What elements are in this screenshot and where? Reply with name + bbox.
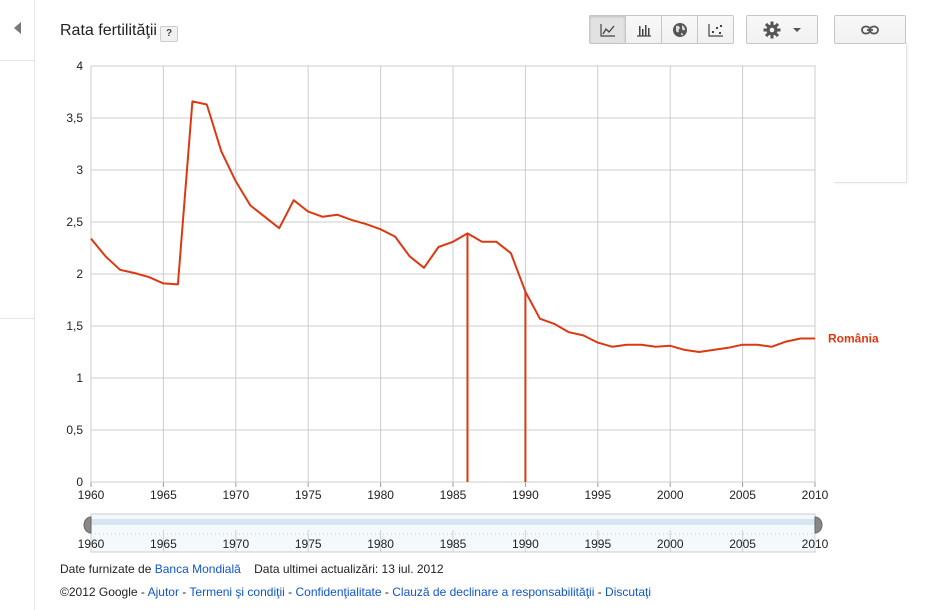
footer-links: ©2012 Google - Ajutor - Termeni şi condi… [60, 585, 651, 599]
left-rail [0, 0, 35, 610]
footer-link-help[interactable]: Ajutor [147, 585, 179, 599]
source-prefix: Date furnizate de [60, 562, 152, 576]
help-button[interactable]: ? [160, 26, 178, 42]
bar-chart-icon [636, 24, 651, 37]
series-label: România [828, 331, 879, 345]
slider-tick-label: 1985 [440, 537, 467, 551]
slider-tick-label: 1965 [150, 537, 177, 551]
copyright: ©2012 Google [60, 585, 138, 599]
footer-separator: - [597, 585, 602, 599]
link-button[interactable] [834, 15, 906, 44]
series-line [90, 100, 815, 353]
slider-tick-label: 2010 [802, 537, 829, 551]
x-tick-label: 1970 [222, 488, 249, 502]
x-tick-label: 1995 [584, 488, 611, 502]
slider-tick-label: 2000 [657, 537, 684, 551]
range-slider-track [91, 519, 815, 525]
line-chart-icon [599, 23, 615, 37]
x-tick-label: 1985 [440, 488, 467, 502]
globe-icon [672, 22, 687, 37]
map-button[interactable] [662, 16, 698, 43]
last-updated: Data ultimei actualizări: 13 iul. 2012 [254, 562, 444, 576]
y-tick-label: 3 [76, 163, 83, 177]
footer-separator: - [140, 585, 145, 599]
x-tick-label: 2000 [657, 488, 684, 502]
y-tick-label: 2 [76, 267, 83, 281]
range-handle-right[interactable] [814, 516, 823, 534]
y-tick-label: 3,5 [66, 111, 83, 125]
slider-tick-label: 1970 [222, 537, 249, 551]
x-tick-label: 1990 [512, 488, 539, 502]
footer-link-terms[interactable]: Termeni şi condiţii [189, 585, 285, 599]
y-tick-label: 4 [76, 59, 83, 73]
source-link[interactable]: Banca Mondială [154, 562, 241, 576]
slider-tick-label: 1960 [78, 537, 105, 551]
x-tick-label: 2010 [802, 488, 829, 502]
chart-area: 1960 1965 1970 1975 1980 1985 1990 1995 2000 2005… [66, 59, 879, 553]
scatter-chart-icon [707, 23, 723, 37]
bar-chart-button[interactable] [626, 16, 662, 43]
footer-separator: - [182, 585, 187, 599]
x-tick-label: 1965 [150, 488, 177, 502]
chart-type-switcher [589, 15, 734, 44]
slider-tick-label: 1975 [295, 537, 322, 551]
link-panel [834, 42, 907, 183]
slider-tick-label: 1995 [584, 537, 611, 551]
x-tick-label: 1980 [367, 488, 394, 502]
range-handle-left[interactable] [83, 516, 92, 534]
x-tick-label: 2005 [729, 488, 756, 502]
chevron-down-icon [793, 27, 801, 32]
y-tick-label: 1,5 [66, 319, 83, 333]
y-tick-label: 1 [76, 371, 83, 385]
rail-divider [0, 318, 34, 319]
y-tick-label: 0,5 [66, 423, 83, 437]
footer-link-privacy[interactable]: Confidenţialitate [295, 585, 382, 599]
footer-link-disclaimer[interactable]: Clauză de declinare a responsabilităţii [392, 585, 595, 599]
scatter-chart-button[interactable] [698, 16, 733, 43]
rail-divider [0, 60, 34, 61]
footer-separator: - [384, 585, 389, 599]
source-line: Date furnizate de Banca Mondială Data ul… [60, 562, 444, 576]
link-icon [861, 25, 879, 34]
y-tick-label: 2,5 [66, 215, 83, 229]
x-tick-label: 1960 [78, 488, 105, 502]
collapse-arrow-icon[interactable] [14, 22, 21, 34]
footer-separator: - [288, 585, 293, 599]
slider-tick-label: 2005 [729, 537, 756, 551]
x-tick-label: 1975 [295, 488, 322, 502]
slider-tick-label: 1990 [512, 537, 539, 551]
slider-tick-label: 1980 [367, 537, 394, 551]
y-tick-label: 0 [76, 475, 83, 489]
footer-link-discuss[interactable]: Discutaţi [605, 585, 652, 599]
settings-button[interactable] [746, 15, 818, 44]
line-chart-button[interactable] [590, 16, 626, 43]
gear-icon [763, 21, 781, 38]
chart-title: Rata fertilităţii [60, 22, 157, 39]
